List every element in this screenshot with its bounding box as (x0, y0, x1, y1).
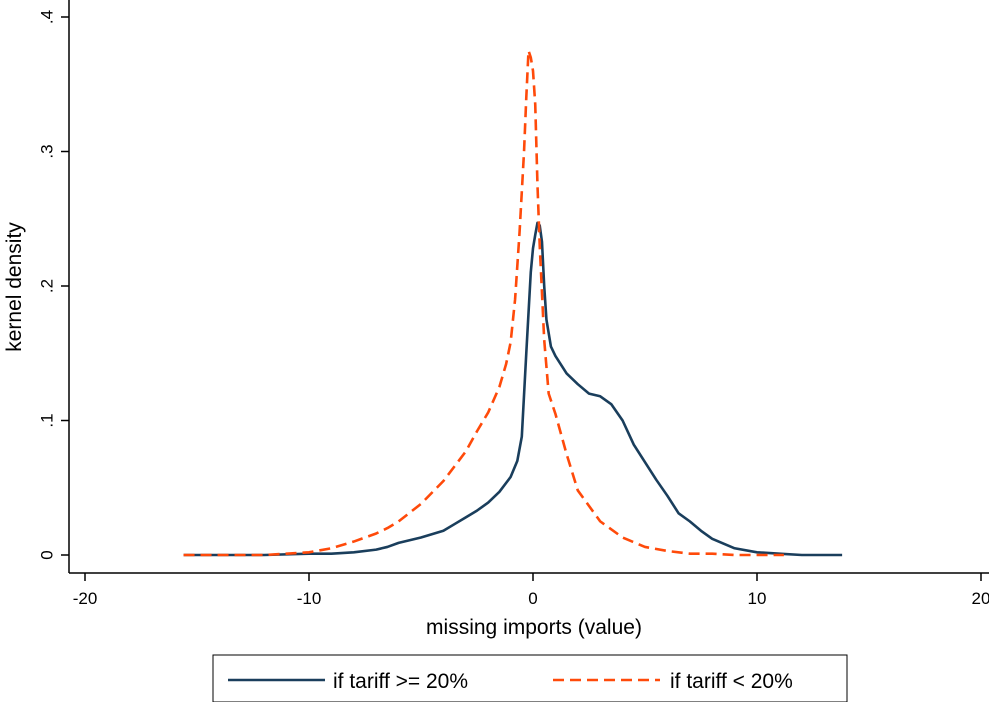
series-line-1 (183, 221, 843, 557)
x-axis-title: missing imports (value) (426, 616, 642, 639)
x-tick-label: 0 (528, 589, 537, 608)
x-tick-label: -20 (73, 589, 98, 608)
legend-label-2: if tariff < 20% (670, 670, 793, 693)
x-axis: -20 -10 0 10 20 (69, 572, 989, 608)
x-tick-label: 20 (972, 589, 989, 608)
y-tick-label: .4 (37, 10, 56, 24)
y-axis-title: kernel density (3, 222, 26, 352)
x-tick-label: 10 (748, 589, 767, 608)
y-tick-label: .3 (37, 144, 56, 158)
legend-label-1: if tariff >= 20% (333, 670, 468, 693)
series-lines (183, 49, 843, 557)
legend-box (212, 654, 848, 702)
legend: if tariff >= 20% if tariff < 20% (212, 654, 848, 702)
y-tick-label: .1 (37, 413, 56, 427)
series-line-2 (183, 49, 784, 557)
y-tick-label: 0 (37, 550, 56, 559)
y-tick-label: .2 (37, 279, 56, 293)
y-axis: 0 .1 .2 .3 .4 (37, 0, 70, 573)
x-tick-label: -10 (297, 589, 322, 608)
